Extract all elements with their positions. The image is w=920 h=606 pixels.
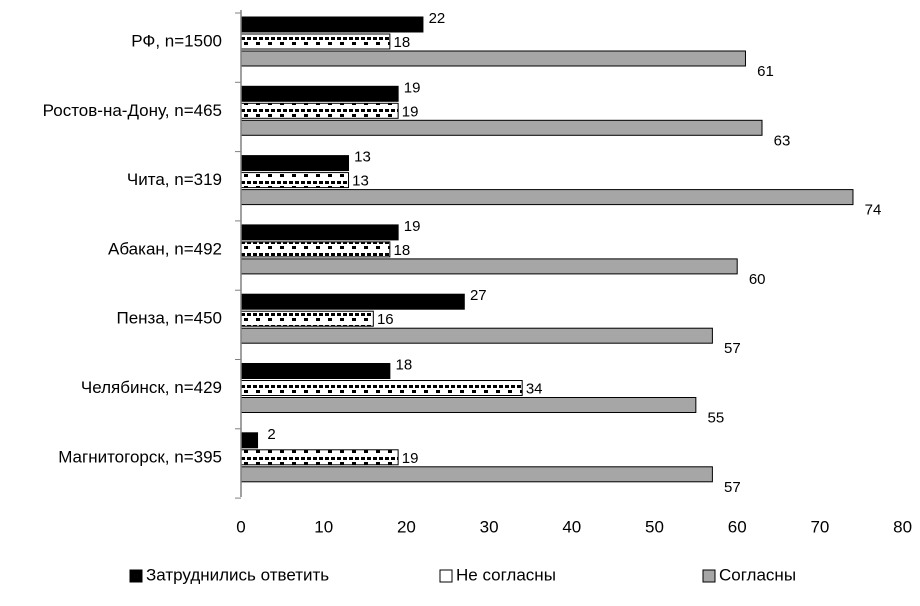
bar-agree xyxy=(240,397,697,413)
bar-dont-know xyxy=(240,293,465,310)
bar-disagree xyxy=(240,241,391,258)
bar-disagree xyxy=(240,310,374,327)
data-label: 27 xyxy=(470,287,487,304)
data-label: 18 xyxy=(396,356,413,373)
legend-swatch xyxy=(129,569,143,583)
data-label: 18 xyxy=(394,34,411,51)
bar-disagree xyxy=(240,102,399,119)
data-label: 74 xyxy=(865,202,882,219)
bar-dont-know xyxy=(240,155,350,172)
x-tick-label: 70 xyxy=(810,517,829,536)
data-label: 13 xyxy=(354,149,371,166)
x-tick-label: 50 xyxy=(645,517,664,536)
data-label: 61 xyxy=(757,63,774,80)
legend-label: Затруднились ответить xyxy=(146,565,329,584)
bar-dont-know xyxy=(240,85,399,102)
bar-dont-know xyxy=(240,432,259,449)
bar-disagree xyxy=(240,172,350,189)
data-label: 18 xyxy=(394,242,411,259)
data-label: 63 xyxy=(774,132,791,149)
data-label: 19 xyxy=(402,450,419,467)
x-tick-label: 80 xyxy=(893,517,912,536)
legend-label: Не согласны xyxy=(456,565,556,584)
data-label: 13 xyxy=(352,173,369,190)
bar-agree xyxy=(240,50,746,67)
bar-disagree xyxy=(240,449,399,466)
x-tick-label: 40 xyxy=(562,517,581,536)
bar-agree xyxy=(240,466,713,483)
data-label: 34 xyxy=(526,380,543,397)
data-label: 16 xyxy=(377,311,394,328)
bar-dont-know xyxy=(240,224,399,241)
data-label: 22 xyxy=(429,10,446,27)
bar-agree xyxy=(240,258,738,275)
x-tick-label: 0 xyxy=(236,517,245,536)
legend-label: Согласны xyxy=(719,565,796,584)
data-label: 19 xyxy=(404,218,421,235)
bar-dont-know xyxy=(240,16,424,33)
x-tick-label: 60 xyxy=(728,517,747,536)
legend-swatch xyxy=(439,569,453,583)
data-label: 60 xyxy=(749,271,766,288)
data-label: 55 xyxy=(708,409,725,426)
category-label: РФ, n=1500 xyxy=(131,31,222,50)
category-label: Чита, n=319 xyxy=(127,170,222,189)
data-label: 19 xyxy=(402,103,419,120)
data-label: 2 xyxy=(267,426,275,443)
x-tick-label: 20 xyxy=(397,517,416,536)
x-tick-label: 30 xyxy=(480,517,499,536)
bar-agree xyxy=(240,119,763,136)
bar-agree xyxy=(240,189,854,206)
legend-swatch xyxy=(702,569,716,583)
bar-agree xyxy=(240,327,713,344)
data-label: 57 xyxy=(724,479,741,496)
data-label: 57 xyxy=(724,340,741,357)
legend-disagree: Не согласны xyxy=(439,565,556,584)
category-label: Челябинск, n=429 xyxy=(81,378,222,397)
legend-dont-know: Затруднились ответить xyxy=(129,565,329,584)
bar-disagree xyxy=(240,33,391,50)
category-label: Абакан, n=492 xyxy=(108,239,222,258)
x-tick-label: 10 xyxy=(314,517,333,536)
bar-disagree xyxy=(240,380,523,396)
data-label: 19 xyxy=(404,79,421,96)
category-label: Магнитогорск, n=395 xyxy=(58,447,222,466)
bar-dont-know xyxy=(240,363,391,379)
legend-agree: Согласны xyxy=(702,565,796,584)
category-label: Пенза, n=450 xyxy=(116,309,222,328)
category-label: Ростов-на-Дону, n=465 xyxy=(43,101,222,120)
